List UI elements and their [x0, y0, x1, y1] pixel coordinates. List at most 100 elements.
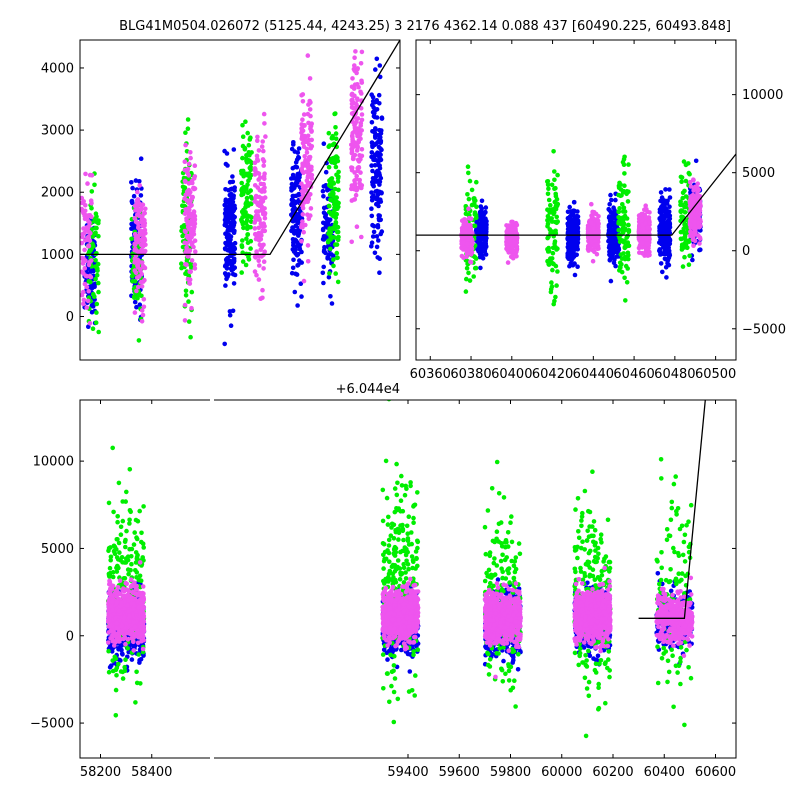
point-violet	[192, 266, 198, 271]
point-blue	[134, 304, 139, 310]
point-blue	[320, 188, 326, 194]
point-blue	[298, 281, 304, 287]
point-blue	[660, 203, 665, 208]
point-violet	[595, 228, 601, 234]
point-blue	[377, 182, 382, 187]
point-blue	[575, 225, 581, 230]
point-green	[621, 205, 627, 211]
point-violet	[355, 165, 361, 171]
point-blue	[608, 278, 614, 284]
point-violet	[255, 134, 260, 140]
point-blue	[130, 185, 135, 191]
point-green	[545, 207, 550, 212]
point-green	[616, 215, 621, 220]
point-green	[333, 131, 339, 136]
point-green	[186, 299, 191, 304]
x-tick-label: 60400	[491, 367, 532, 382]
point-violet	[187, 239, 193, 244]
point-green	[247, 137, 253, 142]
point-violet	[258, 199, 263, 205]
point-blue	[664, 275, 669, 280]
point-violet	[509, 220, 515, 225]
point-green	[93, 264, 98, 269]
point-blue	[690, 257, 695, 263]
x-tick-label: 60380	[450, 367, 491, 382]
point-violet	[359, 234, 364, 240]
point-violet	[135, 263, 140, 269]
point-violet	[513, 230, 518, 236]
point-blue	[371, 229, 377, 235]
point-violet	[352, 197, 358, 202]
point-violet	[188, 269, 193, 274]
point-blue	[118, 642, 123, 648]
point-green	[555, 172, 560, 178]
point-violet	[257, 263, 262, 268]
point-violet	[134, 248, 139, 254]
point-violet	[691, 177, 696, 183]
point-violet	[142, 223, 147, 228]
point-violet	[307, 168, 313, 174]
point-blue	[565, 235, 571, 240]
point-green	[179, 265, 184, 271]
point-blue	[658, 198, 663, 204]
point-violet	[309, 121, 315, 126]
point-green	[246, 142, 252, 148]
point-blue	[374, 196, 379, 202]
point-blue	[575, 264, 580, 270]
point-violet	[352, 63, 357, 68]
point-blue	[369, 206, 374, 211]
point-blue	[667, 204, 672, 209]
point-blue	[611, 247, 617, 252]
point-violet	[82, 208, 88, 214]
point-green	[94, 272, 100, 278]
point-violet	[309, 144, 315, 149]
point-violet	[305, 53, 311, 58]
point-blue	[232, 185, 237, 190]
point-violet	[645, 225, 651, 230]
point-green	[334, 195, 340, 200]
point-blue	[293, 271, 298, 277]
point-violet	[697, 224, 703, 229]
point-violet	[189, 258, 195, 263]
point-violet	[358, 61, 364, 66]
x-offset-label: +6.044e4	[336, 382, 400, 397]
point-green	[624, 280, 630, 285]
point-violet	[191, 244, 196, 250]
point-blue	[571, 227, 576, 233]
point-violet	[301, 229, 307, 235]
point-violet	[135, 212, 140, 217]
point-violet	[259, 195, 264, 201]
point-blue	[606, 245, 612, 250]
point-violet	[81, 297, 87, 303]
point-green	[334, 211, 340, 217]
point-blue	[119, 647, 124, 653]
point-green	[626, 256, 631, 262]
point-violet	[305, 243, 311, 248]
point-blue	[667, 228, 672, 234]
point-violet	[257, 175, 263, 180]
point-violet	[253, 252, 259, 258]
point-blue	[294, 253, 300, 258]
point-green	[330, 189, 335, 195]
point-violet	[86, 288, 91, 294]
point-violet	[349, 84, 355, 90]
point-violet	[252, 269, 258, 274]
point-green	[684, 229, 690, 235]
point-blue	[572, 272, 578, 278]
point-green	[239, 270, 244, 275]
point-violet	[261, 259, 267, 265]
point-green	[617, 239, 623, 244]
point-violet	[253, 195, 258, 200]
point-violet	[468, 249, 473, 255]
y-tick-label: 3000	[41, 124, 74, 139]
point-green	[90, 326, 96, 332]
point-blue	[225, 163, 230, 168]
point-blue	[662, 246, 667, 251]
point-green	[240, 155, 245, 161]
point-violet	[82, 247, 87, 253]
point-violet	[86, 213, 91, 218]
point-violet	[585, 243, 591, 249]
point-violet	[359, 147, 365, 152]
point-violet	[303, 157, 308, 163]
